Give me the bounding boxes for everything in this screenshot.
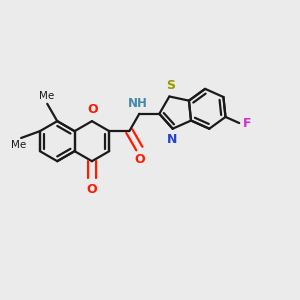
Text: F: F <box>243 116 251 130</box>
Text: N: N <box>167 134 177 146</box>
Text: O: O <box>87 103 98 116</box>
Text: O: O <box>87 183 97 196</box>
Text: NH: NH <box>128 97 148 110</box>
Text: O: O <box>135 153 145 166</box>
Text: Me: Me <box>39 92 54 101</box>
Text: Me: Me <box>11 140 26 150</box>
Text: S: S <box>166 79 175 92</box>
